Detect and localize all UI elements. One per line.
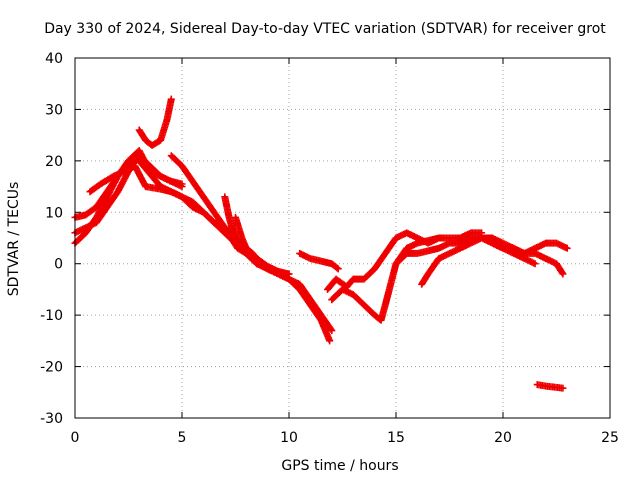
data-point bbox=[178, 183, 186, 191]
series-s9 bbox=[296, 249, 342, 273]
plot-frame bbox=[74, 57, 611, 419]
data-point bbox=[167, 95, 175, 103]
data-point bbox=[435, 234, 443, 242]
chart-title: Day 330 of 2024, Sidereal Day-to-day VTE… bbox=[44, 21, 606, 37]
y-tick-label: -20 bbox=[40, 360, 63, 376]
data-point bbox=[563, 244, 571, 252]
x-tick-label: 20 bbox=[494, 430, 512, 446]
y-tick-label: 20 bbox=[45, 154, 63, 170]
data-point bbox=[531, 260, 539, 268]
data-point bbox=[559, 270, 567, 278]
tick-labels: 0 5 10 15 20 25 -30 -20 -10 0 10 20 30 40 bbox=[40, 51, 619, 446]
x-tick-label: 25 bbox=[601, 430, 619, 446]
data-point bbox=[558, 269, 566, 277]
data-points bbox=[71, 95, 571, 392]
series-s11 bbox=[324, 229, 443, 293]
x-axis-label: GPS time / hours bbox=[281, 458, 398, 474]
y-tick-label: -30 bbox=[40, 411, 63, 427]
data-point bbox=[327, 325, 335, 333]
series-s2 bbox=[71, 147, 186, 221]
axis-ticks bbox=[74, 57, 611, 419]
y-tick-label: 30 bbox=[45, 102, 63, 118]
series-s4 bbox=[86, 162, 334, 345]
y-tick-label: 10 bbox=[45, 205, 63, 221]
data-point bbox=[334, 265, 342, 273]
series-s14 bbox=[488, 239, 571, 257]
series-s3 bbox=[71, 152, 186, 237]
y-tick-label: 40 bbox=[45, 51, 63, 67]
x-tick-label: 5 bbox=[178, 430, 187, 446]
series-s7 bbox=[221, 193, 257, 263]
grid-lines bbox=[75, 58, 610, 418]
series-s5 bbox=[135, 95, 175, 149]
data-point bbox=[328, 327, 336, 335]
y-axis-label: SDTVAR / TECUs bbox=[6, 182, 22, 297]
data-point bbox=[326, 337, 334, 345]
data-point bbox=[559, 384, 567, 392]
x-tick-label: 0 bbox=[71, 430, 80, 446]
x-tick-label: 10 bbox=[280, 430, 298, 446]
data-point bbox=[333, 264, 341, 272]
y-tick-label: -10 bbox=[40, 308, 63, 324]
series-s8 bbox=[232, 213, 293, 278]
y-tick-label: 0 bbox=[54, 257, 63, 273]
data-point bbox=[285, 270, 293, 278]
x-tick-label: 15 bbox=[387, 430, 405, 446]
series-s15 bbox=[533, 381, 567, 392]
